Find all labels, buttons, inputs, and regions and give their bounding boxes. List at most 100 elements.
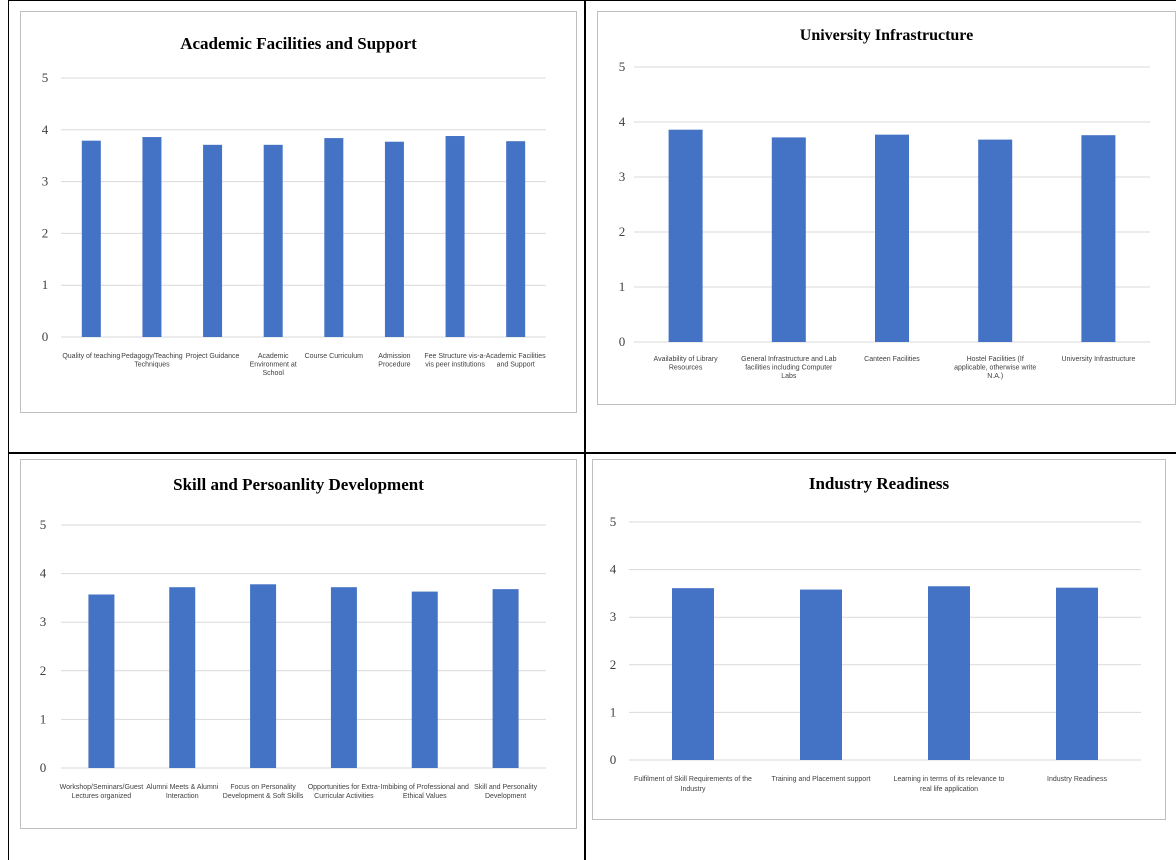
x-category-label: Workshop/Seminars/Guest Lectures organize… [60,784,144,800]
x-category-label: Hostel Facilities (If applicable, otherwi… [954,356,1036,380]
x-category-label-line: Environment at [250,362,297,369]
x-category-label-line: Industry [681,786,706,793]
y-tick-label: 3 [42,174,49,189]
chart-title: Skill and Persoanlity Development [173,475,424,494]
y-tick-label: 1 [40,711,47,726]
bar [668,129,703,342]
x-category-label-line: Labs [781,373,797,380]
y-tick-label: 5 [40,517,47,532]
y-tick-label: 2 [42,225,49,240]
y-tick-label: 4 [610,562,617,577]
x-category-label-line: Workshop/Seminars/Guest [60,784,144,791]
chart-panel-industry-readiness: Industry Readiness 0 1 2 3 4 5 Fulfilment of Sk… [592,459,1166,820]
x-category-label-line: Canteen Facilities [864,356,920,363]
x-category-label-line: Training and Placement support [772,776,871,783]
x-category-label-line: Procedure [378,362,410,369]
x-category-label-line: Imbibing of Professional and [381,784,469,791]
x-category-label-line: Availability of Library [654,356,719,363]
x-category-label: Opportunities for Extra- Curricular Activ… [308,784,381,800]
bar [263,144,283,337]
chart-university-infrastructure: University Infrastructure 0 1 2 3 4 5 Availabil… [619,27,1150,380]
y-tick-label: 1 [619,279,626,294]
y-tick-label: 3 [40,614,47,629]
x-category-label-line: Hostel Facilities (If [967,356,1024,363]
bar [250,584,277,768]
x-category-label-line: Skill and Personality [474,784,538,791]
x-category-label-line: Opportunities for Extra- [308,784,381,791]
x-category-label: Quality of teaching [62,353,120,360]
x-category-label-line: School [262,370,284,377]
x-category-label: Academic Environment at School [250,353,297,377]
x-category-label: Industry Readiness [1047,776,1107,783]
x-category-label-line: University Infrastructure [1061,356,1135,363]
x-category-label-line: Lectures organized [72,793,132,800]
chart-academic-facilities: Academic Facilities and Support 0 1 2 3 4 5 Qua… [42,34,546,377]
x-category-label-line: Academic [258,353,289,360]
chart-title: Industry Readiness [809,474,950,493]
x-category-label-line: Interaction [166,793,199,800]
bar [445,136,465,337]
x-category-label: Fee Structure vis-a-vis peer institution… [424,353,486,369]
x-category-label: Focus on Personality Development & Soft S… [223,784,304,800]
bar [203,144,223,337]
x-category-label-line: applicable, otherwise write [954,365,1036,372]
bar [771,137,806,342]
x-category-label: Canteen Facilities [864,356,920,363]
y-tick-label: 5 [610,514,617,529]
bar [330,587,357,768]
bar [506,141,526,337]
x-category-label-line: Ethical Values [403,793,447,800]
x-category-label: Training and Placement support [772,776,871,783]
x-category-label-line: N.A.) [987,373,1003,380]
bar [324,138,344,337]
table-divider-vertical [584,0,586,860]
y-tick-label: 4 [42,122,49,137]
x-category-label: Project Guidance [186,353,240,360]
x-category-label: Fulfilment of Skill Requirements of the I… [634,776,752,793]
x-category-label-line: real life application [920,786,978,793]
chart-skill-personality: Skill and Persoanlity Development 0 1 2 3 4 5 W… [40,475,546,800]
bar [1056,587,1098,760]
table-divider-horizontal [8,452,1176,454]
bar [492,589,519,768]
x-category-label: University Infrastructure [1061,356,1135,363]
table-border-left [8,0,9,860]
x-category-label: Academic Facilities and Support [486,353,546,369]
y-tick-label: 0 [42,329,49,344]
y-tick-label: 0 [619,334,626,349]
x-category-label-line: Academic Facilities [486,353,546,360]
x-category-label-line: General Infrastructure and Lab [741,356,836,363]
x-category-label-line: Curricular Activities [314,793,374,800]
bar [672,588,714,760]
bar [142,137,162,337]
y-tick-label: 3 [610,609,617,624]
x-category-label-line: facilities including Computer [745,365,833,372]
x-category-label: Availability of Library Resources [654,356,719,372]
bar [81,140,101,337]
x-category-label-line: Alumni Meets & Alumni [146,784,218,791]
y-tick-label: 2 [40,663,47,678]
x-category-label: Admission Procedure [378,353,410,369]
chart-industry-readiness: Industry Readiness 0 1 2 3 4 5 Fulfilment of Sk… [610,474,1141,793]
y-tick-label: 4 [40,566,47,581]
y-tick-label: 1 [610,704,617,719]
y-tick-label: 2 [619,224,626,239]
x-category-label-line: Techniques [134,362,170,369]
table-border-top [8,0,1176,1]
y-tick-label: 0 [610,752,617,767]
x-category-label: Imbibing of Professional and Ethical Valu… [381,784,469,800]
x-category-label-line: Development & Soft Skills [223,793,304,800]
bar [875,134,909,342]
chart-panel-skill-personality: Skill and Persoanlity Development 0 1 2 3 4 5 W… [20,459,577,829]
y-tick-label: 4 [619,114,626,129]
x-category-label-line: Focus on Personality [230,784,296,791]
bar [88,594,115,768]
bar [169,587,196,768]
y-tick-label: 5 [42,70,49,85]
bar [800,589,842,760]
x-category-label-line: Fulfilment of Skill Requirements of the [634,776,752,783]
x-category-label: Course Curriculum [305,353,364,360]
bar [928,586,970,760]
x-category-label: Alumni Meets & Alumni Interaction [146,784,218,800]
x-category-label-line: and Support [497,362,535,369]
